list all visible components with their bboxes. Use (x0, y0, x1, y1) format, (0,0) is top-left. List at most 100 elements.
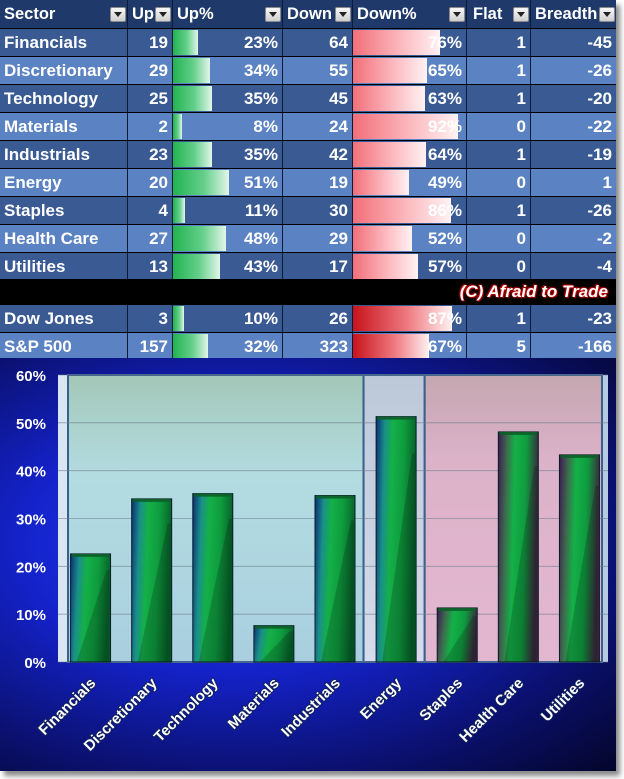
bar-body (70, 553, 112, 663)
cell-down: 24 (283, 113, 353, 140)
cell-down-pct: 92% (353, 113, 467, 140)
cell-down: 323 (283, 333, 353, 360)
cell-up-pct: 10% (173, 305, 283, 332)
cell-value: 0 (516, 256, 526, 276)
cell-up-pct: 32% (173, 333, 283, 360)
cell-breadth: -26 (531, 197, 616, 224)
cell-up-pct: 48% (173, 225, 283, 252)
cell-value: 157 (139, 336, 168, 356)
column-header-up: Up (128, 0, 173, 28)
cell-down-pct: 87% (353, 305, 467, 332)
cell-value: 10% (243, 308, 278, 328)
cell-value: 1 (516, 308, 526, 328)
y-tick-label: 30% (16, 512, 46, 529)
cell-value: Discretionary (4, 60, 113, 80)
cell-flat: 1 (467, 141, 531, 168)
x-tick-label: Financials (35, 675, 99, 739)
bar-top (438, 607, 477, 611)
cell-down: 64 (283, 29, 353, 56)
cell-down-pct: 49% (353, 169, 467, 196)
x-tick-label: Technology (151, 674, 222, 745)
cell-value: 55 (329, 60, 348, 80)
filter-dropdown-icon[interactable] (155, 7, 171, 22)
cell-value: 49% (427, 172, 462, 192)
bar-shade (321, 520, 354, 662)
cell-value: 51% (243, 172, 278, 192)
up-percent-databar (173, 334, 209, 359)
y-tick-label: 0% (24, 655, 46, 672)
cell-value: 65% (427, 60, 462, 80)
cell-up: 29 (128, 57, 173, 84)
bar-top (377, 416, 416, 420)
filter-dropdown-icon[interactable] (513, 7, 529, 22)
cell-down-pct: 67% (353, 333, 467, 360)
cell-flat: 1 (467, 305, 531, 332)
filter-dropdown-icon[interactable] (265, 7, 281, 22)
down-percent-databar (353, 306, 453, 331)
cell-flat: 5 (467, 333, 531, 360)
column-header-flat: Flat (467, 0, 531, 28)
bar-body (131, 498, 173, 663)
up-percent-databar (173, 58, 211, 83)
cell-value: 19 (149, 32, 168, 52)
down-percent-databar (353, 86, 425, 111)
cell-flat: 1 (467, 29, 531, 56)
cell-down-pct: 57% (353, 253, 467, 280)
cell-up-pct: 35% (173, 85, 283, 112)
bar-technology (192, 493, 234, 663)
table-row: Financials 19 23% 64 76% 1 -45 (0, 29, 616, 56)
cell-value: 19 (329, 172, 348, 192)
column-header-down: Down (283, 0, 353, 28)
table-row: Staples 4 11% 30 86% 1 -26 (0, 197, 616, 224)
cell-value: Industrials (4, 144, 90, 164)
cell-down-pct: 64% (353, 141, 467, 168)
cell-down: 29 (283, 225, 353, 252)
bar-staples (436, 607, 478, 663)
table-row: Utilities 13 43% 17 57% 0 -4 (0, 253, 616, 280)
cell-value: Health Care (4, 228, 99, 248)
cell-flat: 1 (467, 197, 531, 224)
bar-shade (504, 466, 538, 662)
bar-materials (253, 625, 295, 663)
cell-up-pct: 34% (173, 57, 283, 84)
cell-sector: Energy (0, 169, 128, 196)
column-header-label: Breadth (535, 4, 598, 23)
cell-value: 1 (516, 60, 526, 80)
cell-value: 1 (516, 88, 526, 108)
cell-value: 11% (244, 200, 278, 220)
down-percent-databar (353, 58, 428, 83)
cell-up-pct: 8% (173, 113, 283, 140)
cell-up-pct: 23% (173, 29, 283, 56)
cell-breadth: -166 (531, 333, 616, 360)
cell-value: 1 (516, 144, 526, 164)
cell-value: Energy (4, 172, 62, 192)
cell-flat: 1 (467, 85, 531, 112)
cell-up: 4 (128, 197, 173, 224)
cell-down-pct: 76% (353, 29, 467, 56)
cell-down: 30 (283, 197, 353, 224)
cell-breadth: -45 (531, 29, 616, 56)
bar-body (192, 493, 234, 663)
bar-shade (259, 631, 293, 662)
filter-dropdown-icon[interactable] (335, 7, 351, 22)
copyright-label: (C) Afraid to Trade (459, 281, 608, 301)
filter-dropdown-icon[interactable] (449, 7, 465, 22)
filter-dropdown-icon[interactable] (110, 7, 126, 22)
cell-up: 27 (128, 225, 173, 252)
bar-health-care (497, 431, 539, 663)
down-percent-databar (353, 114, 458, 139)
cell-value: 92% (427, 116, 462, 136)
y-tick-label: 40% (16, 464, 46, 481)
cell-breadth: -4 (531, 253, 616, 280)
cell-value: 17 (329, 256, 348, 276)
filter-dropdown-icon[interactable] (599, 7, 615, 22)
cell-flat: 1 (467, 57, 531, 84)
bar-body (253, 625, 295, 663)
table-row: Industrials 23 35% 42 64% 1 -19 (0, 141, 616, 168)
cell-value: 3 (158, 308, 168, 328)
column-header-breadth: Breadth (531, 0, 616, 28)
cell-value: 25 (149, 88, 168, 108)
cell-up: 23 (128, 141, 173, 168)
cell-sector: Industrials (0, 141, 128, 168)
up-percent-databar (173, 114, 182, 139)
